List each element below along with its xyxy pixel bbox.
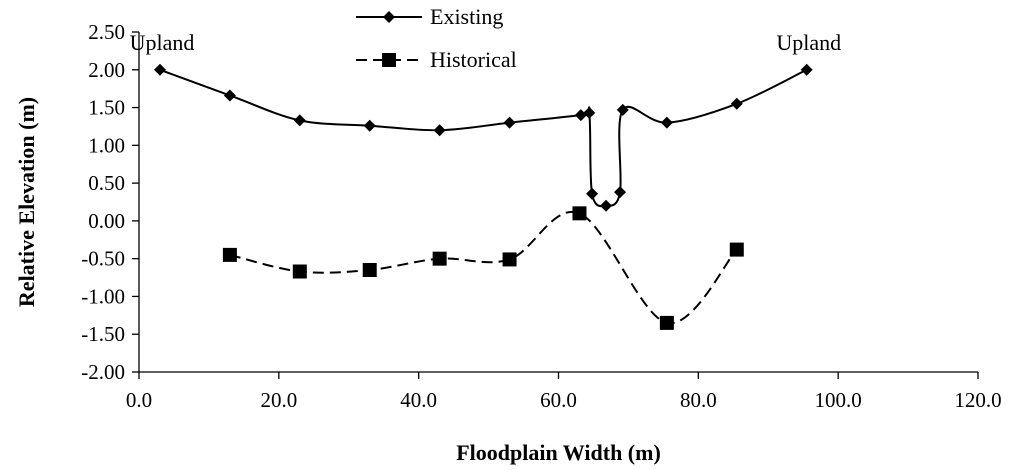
- y-tick-label: 1.00: [88, 133, 125, 157]
- existing-point: [614, 186, 627, 199]
- existing-point: [586, 187, 599, 200]
- existing-point: [616, 103, 629, 116]
- upland-annotation: Upland: [130, 30, 195, 55]
- existing-point: [223, 89, 236, 102]
- existing-point: [293, 114, 306, 127]
- existing-point: [363, 119, 376, 132]
- historical-point: [502, 252, 517, 267]
- y-tick-label: -0.50: [81, 247, 125, 271]
- legend-historical-marker: [382, 53, 396, 67]
- y-tick-label: 0.00: [88, 209, 125, 233]
- existing-point: [503, 116, 516, 129]
- existing-point: [600, 199, 613, 212]
- historical-point: [222, 247, 237, 262]
- historical-point: [659, 315, 674, 330]
- y-tick-label: 2.00: [88, 58, 125, 82]
- existing-point: [800, 63, 813, 76]
- y-tick-label: 0.50: [88, 171, 125, 195]
- y-tick-label: -1.50: [81, 322, 125, 346]
- legend-historical-label: Historical: [430, 47, 517, 72]
- x-tick-label: 60.0: [540, 388, 577, 412]
- historical-point: [292, 264, 307, 279]
- x-tick-label: 100.0: [815, 388, 862, 412]
- x-axis-title: Floodplain Width (m): [456, 440, 661, 465]
- historical-point: [432, 251, 447, 266]
- x-tick-label: 0.0: [126, 388, 152, 412]
- y-tick-label: -1.00: [81, 284, 125, 308]
- y-tick-label: 2.50: [88, 20, 125, 44]
- x-tick-label: 80.0: [680, 388, 717, 412]
- y-tick-label: 1.50: [88, 96, 125, 120]
- legend-existing-marker: [383, 11, 395, 23]
- y-tick-label: -2.00: [81, 360, 125, 384]
- existing-point: [730, 97, 743, 110]
- historical-point: [572, 206, 587, 221]
- existing-series-line: [159, 68, 808, 208]
- existing-point: [583, 106, 596, 119]
- historical-point: [729, 242, 744, 257]
- historical-point: [362, 263, 377, 277]
- y-axis-title: Relative Elevation (m): [14, 97, 39, 307]
- x-tick-label: 20.0: [260, 388, 297, 412]
- existing-point: [574, 109, 587, 122]
- upland-annotation: Upland: [776, 30, 841, 55]
- existing-point: [153, 63, 166, 76]
- legend-existing-label: Existing: [430, 4, 503, 29]
- existing-point: [433, 124, 446, 137]
- x-tick-label: 40.0: [400, 388, 437, 412]
- existing-point: [660, 116, 673, 129]
- x-tick-label: 120.0: [954, 388, 1001, 412]
